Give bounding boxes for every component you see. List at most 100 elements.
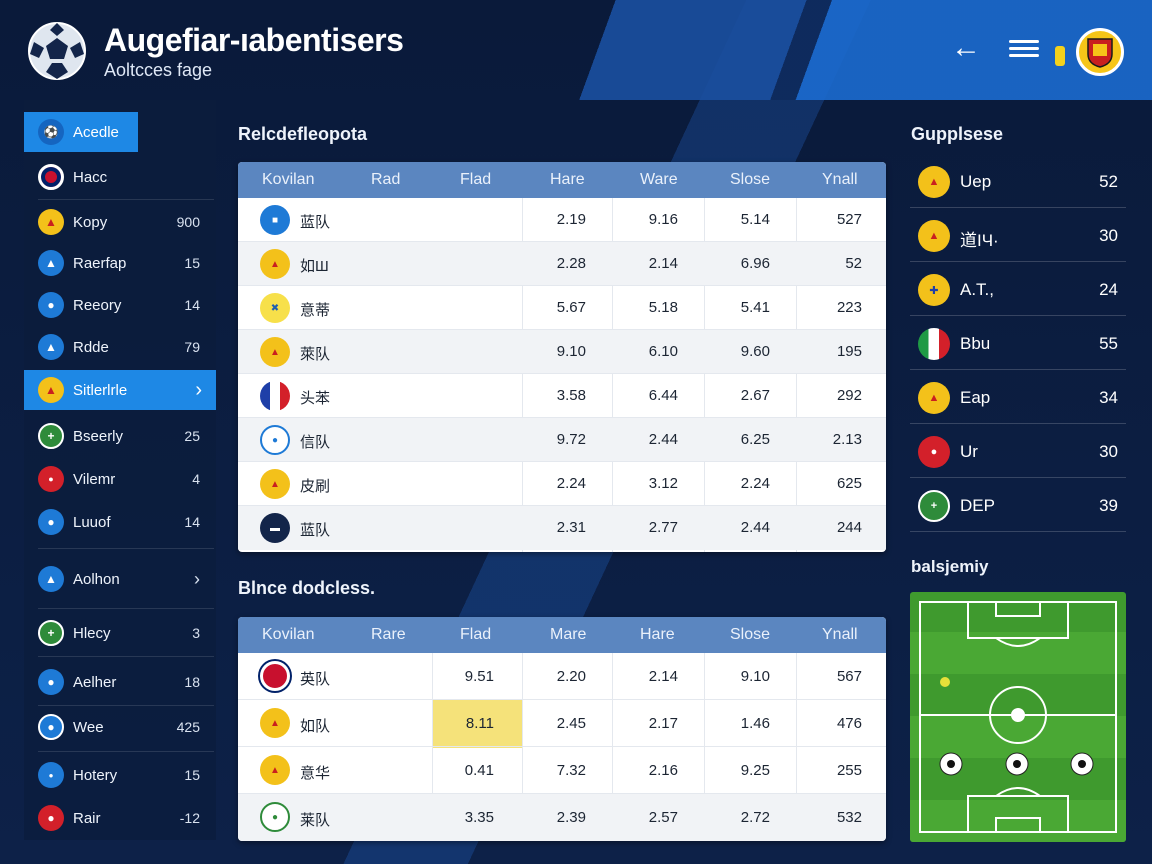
- table-row[interactable]: ▬ 蓝队 2.31 2.77 2.44 244: [238, 506, 886, 550]
- sidebar-item-rair[interactable]: ● Rair -12: [24, 798, 214, 838]
- column-header[interactable]: Kovilan: [262, 171, 315, 188]
- soccer-ball-icon: ⚽: [38, 119, 64, 145]
- sidebar-item-bseerly[interactable]: + Bseerly 25: [24, 416, 214, 456]
- sidebar-item-hlecy[interactable]: + Hlecy 3: [24, 613, 214, 653]
- club-crest-icon: ●: [38, 466, 64, 492]
- table-row[interactable]: ✖ 意蒂 5.67 5.18 5.41 223: [238, 286, 886, 330]
- club-crest-icon: ✚: [918, 274, 950, 306]
- football-pitch[interactable]: [910, 592, 1126, 842]
- sidebar-item-hotery[interactable]: ● Hotery 15: [24, 755, 214, 795]
- club-crest-icon: ✖: [260, 293, 290, 323]
- club-crest-icon: ▲: [260, 755, 290, 785]
- club-crest-icon: +: [38, 620, 64, 646]
- sidebar-item-sitlerlrle[interactable]: ▲ Sitlerlrle ›: [24, 370, 216, 410]
- column-header[interactable]: Rare: [371, 626, 406, 643]
- sidebar: ⚽ Acedle Hacc ▲ Kopy 900 ▲ Raerfap 15 ● …: [24, 100, 216, 840]
- table-row[interactable]: ■ 蓝队 2.19 9.16 5.14 527: [238, 198, 886, 242]
- soccer-ball-icon: [939, 752, 963, 776]
- club-crest-icon: ●: [38, 762, 64, 788]
- club-crest-icon: +: [38, 423, 64, 449]
- sidebar-item-reeory[interactable]: ● Reeory 14: [24, 285, 214, 325]
- sidebar-item-vilemr[interactable]: ● Vilemr 4: [24, 459, 214, 499]
- list-item[interactable]: ✚ A.T., 24: [910, 262, 1126, 316]
- club-crest-icon: ▲: [260, 708, 290, 738]
- table-row[interactable]: ▲ 皮刷 2.24 3.12 2.24 625: [238, 462, 886, 506]
- column-header[interactable]: Flad: [460, 626, 492, 643]
- table2-title: Blnce dodcless.: [238, 578, 376, 598]
- column-header[interactable]: Slose: [730, 171, 771, 188]
- table-row[interactable]: ● 信队 9.72 2.44 6.25 2.13: [238, 418, 886, 462]
- chevron-right-icon: ›: [194, 568, 200, 589]
- hamburger-menu-icon: [1009, 36, 1039, 61]
- soccer-ball-icon: [1005, 752, 1029, 776]
- column-header[interactable]: Rad: [371, 171, 401, 188]
- union-jack-flag-icon: [38, 164, 64, 190]
- column-header[interactable]: Ynall: [822, 171, 858, 188]
- list-item[interactable]: ▲ Uep 52: [910, 154, 1126, 208]
- standings-table: Kovilan Rad Flad Hare Ware Slose Ynall ■…: [238, 162, 886, 552]
- right-team-list: ▲ Uep 52 ▲ 道IЧ· 30 ✚ A.T., 24 Bbu 55 ▲ E…: [910, 154, 1126, 532]
- arrow-left-icon: ←: [951, 31, 981, 64]
- sidebar-item-wee[interactable]: ● Wee 425: [24, 707, 214, 747]
- list-item[interactable]: ▲ Eap 34: [910, 370, 1126, 424]
- table-row[interactable]: ▲ 意华 0.41 7.32 2.16 9.25 255: [238, 747, 886, 794]
- club-crest-icon: ▲: [260, 469, 290, 499]
- club-crest-icon: ▲: [918, 220, 950, 252]
- app-header: Augefiar-ıabentisers Aoltcces fage ←: [0, 0, 1152, 100]
- column-header[interactable]: Slose: [730, 626, 771, 643]
- club-crest-icon: ●: [918, 436, 950, 468]
- club-crest-icon: ▲: [260, 337, 290, 367]
- sidebar-item-aolhon[interactable]: ▲ Aolhon ›: [24, 559, 214, 599]
- club-crest-icon: ▲: [918, 166, 950, 198]
- table-row[interactable]: ▲ 如Ш 2.28 2.14 6.96 52: [238, 242, 886, 286]
- column-header[interactable]: Mare: [550, 626, 587, 643]
- club-crest-icon: ●: [38, 292, 64, 318]
- soccer-ball-icon: [1070, 752, 1094, 776]
- club-crest-icon: ●: [38, 669, 64, 695]
- soccer-ball-logo-icon: [26, 20, 88, 82]
- sidebar-item-raerfap[interactable]: ▲ Raerfap 15: [24, 243, 214, 283]
- list-item[interactable]: Bbu 55: [910, 316, 1126, 370]
- club-crest-icon: ■: [260, 205, 290, 235]
- column-header[interactable]: Ware: [640, 171, 678, 188]
- table1-title: Relcdefleopota: [238, 124, 368, 144]
- sidebar-item-hacc[interactable]: Hacc: [24, 157, 214, 197]
- column-header[interactable]: Ynall: [822, 626, 858, 643]
- club-crest-icon: ●: [260, 802, 290, 832]
- chevron-right-icon: ›: [195, 378, 202, 401]
- italy-flag-icon: [918, 328, 950, 360]
- sidebar-item-rdde[interactable]: ▲ Rdde 79: [24, 327, 214, 367]
- table-row[interactable]: 头苯 3.58 6.44 2.67 292: [238, 374, 886, 418]
- list-item[interactable]: ● Ur 30: [910, 424, 1126, 478]
- table-row[interactable]: 英队 9.51 2.20 2.14 9.10 567: [238, 653, 886, 700]
- club-crest-icon: ▬: [260, 513, 290, 543]
- list-item[interactable]: ▲ 道IЧ· 30: [910, 208, 1126, 262]
- list-item[interactable]: + DEP 39: [910, 478, 1126, 532]
- column-header[interactable]: Kovilan: [262, 626, 315, 643]
- club-crest-icon: ▲: [38, 566, 64, 592]
- france-flag-icon: [260, 381, 290, 411]
- table-row[interactable]: ● 莱队 3.35 2.39 2.57 2.72 532: [238, 794, 886, 841]
- column-header[interactable]: Hare: [550, 171, 585, 188]
- column-header[interactable]: Hare: [640, 626, 675, 643]
- back-button[interactable]: ←: [948, 30, 984, 66]
- club-crest-icon: ●: [260, 425, 290, 455]
- profile-club-crest-icon[interactable]: [1076, 28, 1124, 76]
- notification-indicator: [1055, 46, 1065, 66]
- table-row[interactable]: ▲ 如队 8.11 2.45 2.17 1.46 476: [238, 700, 886, 747]
- sidebar-item-luuof[interactable]: ● Luuof 14: [24, 502, 214, 542]
- table-row[interactable]: ▲ 萊队 9.10 6.10 9.60 195: [238, 330, 886, 374]
- table-header: Kovilan Rare Flad Mare Hare Slose Ynall: [238, 617, 886, 653]
- menu-button[interactable]: [1006, 30, 1042, 66]
- club-crest-icon: ▲: [38, 377, 64, 403]
- sidebar-item-acedle[interactable]: ⚽ Acedle: [24, 112, 138, 152]
- column-header[interactable]: Flad: [460, 171, 492, 188]
- sidebar-item-aelher[interactable]: ● Aelher 18: [24, 662, 214, 702]
- table-header: Kovilan Rad Flad Hare Ware Slose Ynall: [238, 162, 886, 198]
- club-crest-icon: ●: [38, 805, 64, 831]
- pitch-title: balsjemiy: [911, 557, 989, 576]
- sidebar-item-kopy[interactable]: ▲ Kopy 900: [24, 202, 214, 242]
- club-crest-icon: ▲: [38, 209, 64, 235]
- right-panel-title: Gupplsese: [911, 124, 1004, 144]
- union-jack-flag-icon: [260, 661, 290, 691]
